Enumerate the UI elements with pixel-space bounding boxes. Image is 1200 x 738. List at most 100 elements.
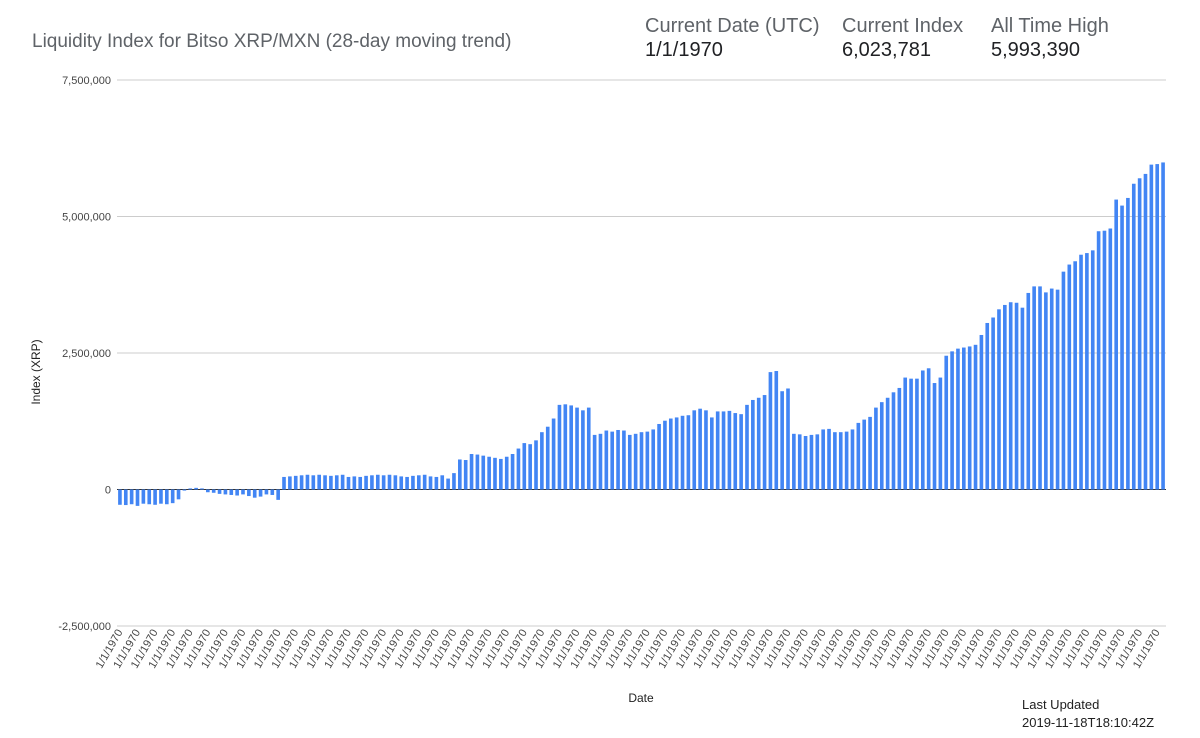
bar	[1137, 178, 1142, 490]
bar	[645, 431, 650, 490]
bar	[375, 474, 380, 490]
bar	[399, 476, 404, 490]
stat-value: 5,993,390	[991, 39, 1080, 61]
bar	[405, 476, 409, 490]
bar	[129, 489, 134, 505]
bar	[932, 383, 937, 490]
bar	[123, 489, 128, 506]
bar	[334, 475, 339, 490]
bar	[1067, 264, 1072, 490]
bar	[182, 489, 187, 491]
bar	[692, 410, 697, 490]
bar	[176, 489, 181, 500]
bar	[938, 377, 943, 490]
stat-label: Current Date (UTC)	[645, 15, 820, 37]
bar	[223, 489, 228, 495]
bar	[616, 429, 620, 490]
bar	[674, 417, 679, 490]
stat-current-index: Current Index 6,023,781	[842, 14, 963, 62]
bar	[739, 414, 743, 490]
bar	[370, 475, 374, 490]
y-axis-title: Index (XRP)	[29, 339, 43, 404]
bar	[416, 475, 421, 490]
bar-series	[118, 162, 1165, 506]
bar	[264, 489, 269, 495]
bar	[627, 434, 632, 490]
bar	[147, 489, 152, 505]
bar	[217, 489, 222, 494]
bar	[475, 454, 480, 490]
bar	[967, 346, 972, 490]
x-tick-labels: 1/1/19701/1/19701/1/19701/1/19701/1/1970…	[94, 628, 1163, 671]
bar	[1149, 164, 1154, 490]
bar	[885, 397, 890, 490]
bar	[704, 410, 708, 490]
bar	[710, 417, 714, 490]
bar	[487, 456, 491, 490]
y-tick-label: 2,500,000	[62, 348, 111, 360]
bar	[211, 489, 216, 493]
bar	[698, 408, 702, 490]
bar	[668, 418, 673, 490]
bar	[868, 416, 872, 490]
bar	[311, 475, 316, 490]
bar	[663, 420, 667, 490]
stat-label: All Time High	[991, 15, 1109, 37]
bar	[897, 387, 902, 490]
bar	[633, 433, 638, 490]
bar	[563, 404, 568, 490]
bar	[622, 430, 626, 490]
bar	[956, 348, 960, 490]
bar	[1120, 205, 1124, 490]
bar	[639, 432, 644, 490]
last-updated-value: 2019-11-18T18:10:42Z	[1022, 715, 1155, 730]
bar	[891, 392, 896, 490]
bar	[680, 415, 685, 490]
bar	[528, 444, 532, 490]
bar	[586, 407, 591, 490]
stat-value: 6,023,781	[842, 39, 931, 61]
bar	[446, 478, 450, 490]
bar	[838, 432, 843, 490]
bar	[346, 476, 351, 490]
bar	[440, 475, 445, 490]
bar	[1014, 302, 1019, 490]
bar	[200, 488, 204, 490]
bar	[575, 407, 579, 490]
y-tick-labels: -2,500,000 0 2,500,000 5,000,000 7,500,000	[58, 75, 111, 633]
bar	[411, 475, 415, 490]
bar	[833, 432, 837, 490]
stat-current-date: Current Date (UTC) 1/1/1970	[645, 14, 819, 62]
gridlines	[117, 79, 1166, 627]
bar	[1096, 231, 1101, 490]
bar	[504, 456, 509, 490]
bar	[481, 455, 486, 490]
bar	[721, 411, 726, 490]
bar	[1085, 253, 1089, 490]
last-updated: Last Updated 2019-11-18T18:10:42Z	[1022, 696, 1154, 732]
bar	[809, 434, 814, 490]
bar	[950, 351, 954, 490]
bar	[1079, 254, 1083, 490]
bar	[1026, 292, 1031, 490]
bar	[358, 476, 363, 490]
bar	[469, 454, 474, 490]
bar	[1102, 230, 1107, 490]
bar	[422, 474, 427, 490]
bar	[493, 457, 497, 490]
bar	[786, 388, 790, 490]
bar	[920, 370, 925, 490]
bar	[1108, 228, 1113, 490]
bar	[188, 488, 193, 490]
bar	[118, 489, 122, 505]
bar	[364, 475, 368, 490]
y-tick-label: 5,000,000	[62, 212, 111, 224]
bar	[159, 489, 163, 504]
bar	[1161, 162, 1165, 490]
bar	[1126, 197, 1130, 490]
bar	[1155, 164, 1160, 490]
bar	[229, 489, 234, 495]
bar	[1020, 307, 1025, 490]
bar	[1114, 199, 1118, 490]
